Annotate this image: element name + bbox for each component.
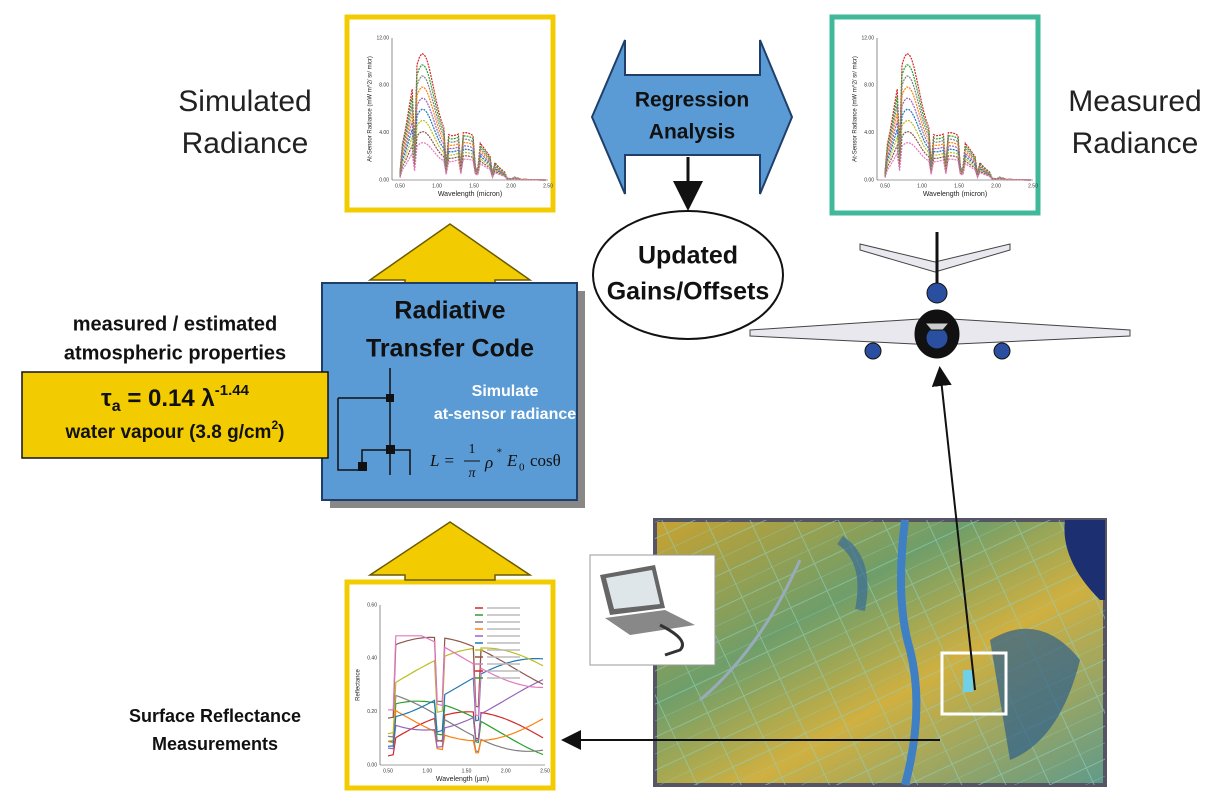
tau-sub: a [112, 398, 121, 415]
formula-rho-sup: * [496, 447, 502, 459]
formula-rho: ρ [484, 453, 493, 472]
formula-num: 1 [469, 442, 476, 457]
updated-label: Gains/Offsets [607, 278, 770, 306]
measured-frame [832, 17, 1038, 213]
simulated-label: Simulated [178, 85, 311, 118]
formula-cos: cosθ [530, 451, 561, 470]
y-axis-label: At-Sensor Radiance (mW m^2/ sr/ micr) [853, 56, 859, 162]
measured-label: Measured [1068, 85, 1201, 118]
x-tick-label: 0.50 [880, 183, 890, 189]
x-axis-label: Wavelength (µm) [436, 776, 489, 783]
rtc-simulate: Simulate [472, 383, 539, 400]
y-tick-label: 0.40 [367, 656, 377, 662]
y-tick-label: 12.00 [861, 35, 874, 41]
regression-label: Analysis [649, 121, 735, 144]
surface-label: Surface Reflectance [129, 706, 301, 726]
updated-ellipse [593, 211, 783, 339]
y-tick-label: 12.00 [376, 35, 389, 41]
laptop [590, 555, 715, 665]
vapour: water vapour (3.8 g/cm2) [65, 418, 285, 443]
y-tick-label: 0.20 [367, 709, 377, 715]
x-tick-label: 2.00 [991, 183, 1001, 189]
y-axis-label: Reflectance [356, 668, 362, 700]
formula-den: π [468, 466, 476, 481]
x-tick-label: 2.50 [540, 768, 550, 774]
airplane [750, 232, 1130, 359]
up-arrow [370, 224, 530, 285]
rtc-title: Transfer Code [366, 335, 534, 363]
x-tick-label: 2.00 [501, 768, 511, 774]
x-tick-label: 1.50 [469, 183, 479, 189]
formula-e: E [506, 451, 518, 470]
updated-label: Updated [638, 242, 738, 270]
tau-exp: -1.44 [215, 382, 250, 399]
atmos-heading: measured / estimated [73, 313, 278, 335]
y-tick-label: 4.00 [379, 130, 389, 136]
formula-e-sub: 0 [519, 462, 525, 474]
x-tick-label: 2.50 [1028, 183, 1038, 189]
vapour-text: water vapour (3.8 g/cm [65, 422, 272, 443]
simulated-label: Radiance [182, 127, 309, 160]
regression-arrow [592, 40, 792, 194]
y-tick-label: 0.00 [379, 177, 389, 183]
x-tick-label: 0.50 [383, 768, 393, 774]
satellite-image [655, 520, 1105, 785]
x-tick-label: 1.00 [432, 183, 442, 189]
x-tick-label: 1.00 [917, 183, 927, 189]
up-arrow [370, 522, 530, 580]
vapour-close: ) [278, 422, 284, 443]
diagram: Simulated Radiance Measured Radiance 0.0… [0, 0, 1208, 798]
rtc-simulate: at-sensor radiance [434, 406, 576, 423]
y-tick-label: 4.00 [864, 130, 874, 136]
measured-label: Radiance [1072, 127, 1199, 160]
y-tick-label: 0.00 [864, 177, 874, 183]
formula-lhs: L = [429, 451, 455, 470]
atmos-heading: atmospheric properties [64, 342, 286, 364]
y-tick-label: 0.00 [367, 762, 377, 768]
y-tick-label: 0.60 [367, 602, 377, 608]
x-tick-label: 1.00 [422, 768, 432, 774]
surface-label: Measurements [152, 734, 278, 754]
x-axis-label: Wavelength (micron) [438, 191, 502, 198]
rtc-title: Radiative [394, 297, 505, 325]
tau: τ [101, 385, 112, 412]
regression-label: Regression [635, 89, 749, 112]
tau-eq: = 0.14 λ [121, 385, 215, 412]
y-tick-label: 8.00 [864, 83, 874, 89]
simulated-frame [347, 17, 553, 210]
y-axis-label: At-Sensor Radiance (mW m^2/ sr/ micr) [368, 56, 374, 162]
x-tick-label: 1.50 [954, 183, 964, 189]
x-tick-label: 2.50 [543, 183, 553, 189]
x-axis-label: Wavelength (micron) [923, 191, 987, 198]
y-tick-label: 8.00 [379, 83, 389, 89]
x-tick-label: 0.50 [395, 183, 405, 189]
x-tick-label: 1.50 [462, 768, 472, 774]
x-tick-label: 2.00 [506, 183, 516, 189]
